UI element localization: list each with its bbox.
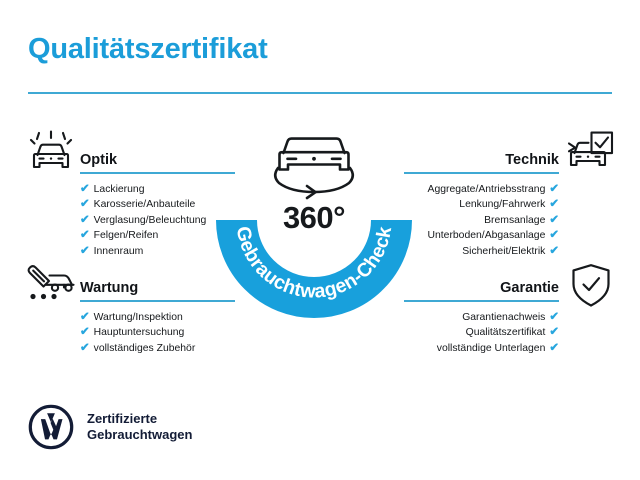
checklist-technik: Aggregate/Antriebsstrang ✔ Lenkung/Fahrwe… [404,182,560,259]
check-icon: ✔ [80,341,90,354]
section-garantie: Garantie Garantienachweis ✔ Qualitätszert… [404,272,559,356]
volkswagen-logo [28,404,74,450]
list-item-label: Bremsanlage [484,214,546,226]
section-divider [80,172,235,174]
wrench-car-icon [24,263,76,314]
check-icon: ✔ [80,182,90,195]
section-optik: Optik ✔ Lackierung ✔ Karosserie/Anbauteile… [80,144,235,259]
badge-value: 360° [282,200,346,235]
section-divider [404,172,559,174]
title-divider [28,92,612,94]
list-item-label: Innenraum [93,245,144,257]
badge-arc [216,219,412,318]
list-item-label: Garantienachweis [462,312,546,323]
section-technik: Technik Aggregate/Antriebsstrang ✔ Lenkun… [404,144,559,259]
list-item: ✔ Hauptuntersuchung [80,325,235,340]
page-title: Qualitätszertifikat [28,33,268,65]
list-item-label: Lackierung [93,184,145,195]
list-item-label: Hauptuntersuchung [93,327,185,339]
list-item-label: Qualitätszertifikat [465,327,546,339]
list-item-label: vollständiges Zubehör [93,342,196,354]
list-item: Unterboden/Abgasanlage ✔ [404,228,560,243]
list-item: Sicherheit/Elektrik ✔ [404,244,559,259]
check-icon: ✔ [549,244,559,257]
list-item: Lenkung/Fahrwerk ✔ [404,197,559,212]
check-icon: ✔ [80,326,90,339]
list-item: ✔ Karosserie/Anbauteile [80,197,235,212]
list-item: Aggregate/Antriebsstrang ✔ [404,182,559,197]
list-item: ✔ vollständiges Zubehör [80,341,235,356]
car-rotate-icon [273,137,355,200]
footer-line-2: Gebrauchtwagen [87,427,193,442]
check-icon: ✔ [549,182,559,195]
car-sparkle-icon [26,130,76,181]
section-wartung: Wartung ✔ Wartung/Inspektion ✔ Hauptunters… [80,272,235,356]
section-title-wartung: Wartung [80,280,139,296]
check-icon: ✔ [80,213,90,226]
list-item-label: Unterboden/Abgasanlage [427,230,546,242]
list-item: Bremsanlage ✔ [404,213,559,228]
check-icon: ✔ [549,310,559,323]
check-icon: ✔ [549,213,559,226]
list-item-label: Sicherheit/Elektrik [462,245,546,257]
list-item: Garantienachweis ✔ [404,310,559,325]
list-item: ✔ Lackierung [80,182,235,197]
footer-text: Zertifizierte Gebrauchtwagen [87,411,192,444]
section-header: Garantie [404,272,559,302]
check-icon: ✔ [549,341,559,354]
check-icon: ✔ [80,244,90,257]
checklist-garantie: Garantienachweis ✔ Qualitätszertifikat ✔ v… [404,310,559,356]
list-item-label: Verglasung/Beleuchtung [93,214,207,226]
badge-360-check: Gebrauchtwagen-Check 360° [216,122,412,318]
shield-check-icon [570,263,612,314]
check-icon: ✔ [549,326,559,339]
list-item-label: Karosserie/Anbauteile [93,199,196,211]
list-item-label: Aggregate/Antriebsstrang [427,184,546,195]
section-title-garantie: Garantie [500,280,559,296]
section-header: Optik [80,144,235,174]
list-item-label: vollständige Unterlagen [436,342,546,354]
footer-brand: Zertifizierte Gebrauchtwagen [28,404,192,450]
list-item: ✔ Verglasung/Beleuchtung [80,213,235,228]
list-item: ✔ Innenraum [80,244,235,259]
list-item: vollständige Unterlagen ✔ [404,341,559,356]
check-icon: ✔ [549,198,559,211]
section-title-optik: Optik [80,152,118,168]
check-icon: ✔ [80,198,90,211]
checklist-wartung: ✔ Wartung/Inspektion ✔ Hauptuntersuchung ✔… [80,310,235,356]
list-item: Qualitätszertifikat ✔ [404,325,559,340]
footer-line-1: Zertifizierte [87,410,158,426]
car-checkbox-icon [566,131,614,180]
section-title-technik: Technik [505,152,559,168]
section-divider [404,300,559,302]
section-header: Wartung [80,272,235,302]
list-item: ✔ Wartung/Inspektion [80,310,235,325]
section-divider [80,300,235,302]
list-item-label: Lenkung/Fahrwerk [459,199,546,211]
checklist-optik: ✔ Lackierung ✔ Karosserie/Anbauteile ✔ Verg… [80,182,235,259]
list-item-label: Wartung/Inspektion [93,312,183,323]
check-icon: ✔ [80,229,90,242]
section-header: Technik [404,144,559,174]
list-item-label: Felgen/Reifen [93,230,159,242]
check-icon: ✔ [549,229,559,242]
check-icon: ✔ [80,310,90,323]
list-item: ✔ Felgen/Reifen [80,228,235,243]
